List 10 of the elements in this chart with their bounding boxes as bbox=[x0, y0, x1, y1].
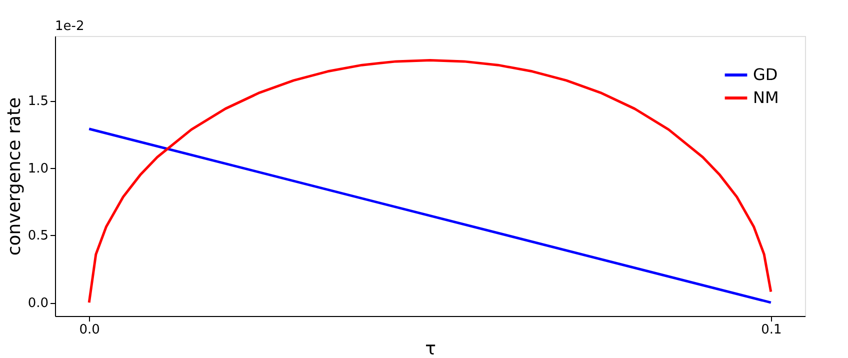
legend-label: GD bbox=[753, 65, 778, 84]
y-tick-label: 0.5 bbox=[28, 228, 48, 244]
y-tick-label: 0.0 bbox=[28, 296, 48, 312]
text: 1e-2 bbox=[55, 19, 84, 34]
y-axis-title: convergence rate bbox=[4, 97, 25, 256]
x-axis-title: τ bbox=[425, 338, 436, 358]
y-tick-label: 1.5 bbox=[28, 94, 48, 110]
legend-label: NM bbox=[753, 88, 779, 107]
y-tick-label: 1.0 bbox=[28, 161, 48, 176]
x-tick-label: 0.1 bbox=[761, 322, 782, 338]
